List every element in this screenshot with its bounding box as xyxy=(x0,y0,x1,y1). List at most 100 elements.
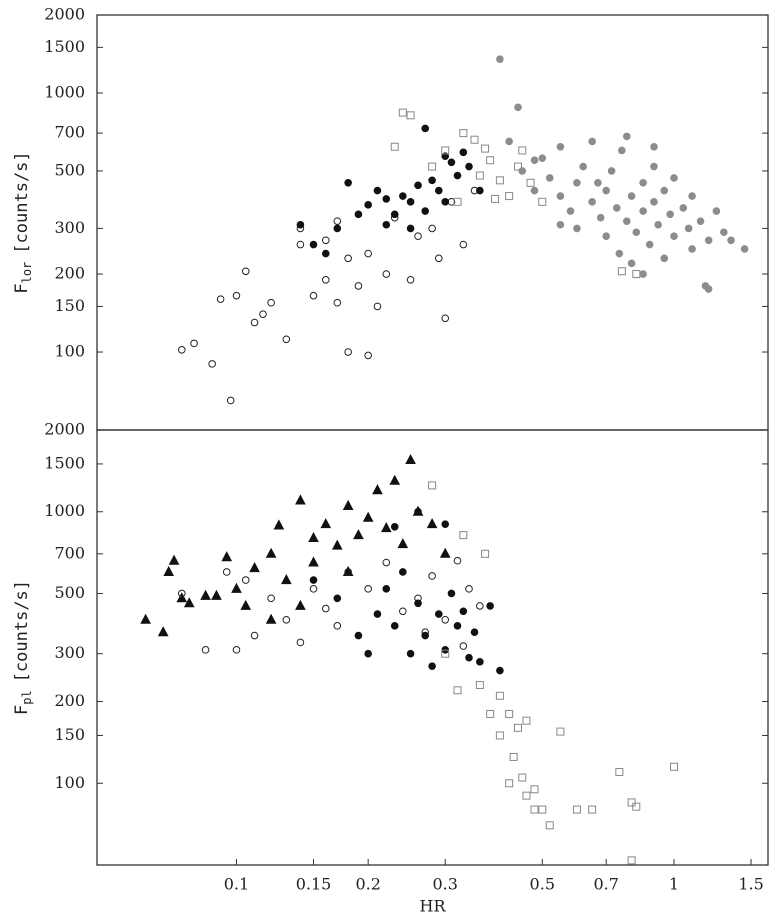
data-point xyxy=(538,154,547,163)
data-point xyxy=(465,653,473,662)
data-point xyxy=(495,691,504,700)
data-point xyxy=(282,335,291,344)
data-point xyxy=(622,217,631,225)
data-point xyxy=(406,276,415,284)
data-point xyxy=(627,259,636,268)
data-point xyxy=(200,589,211,600)
x-tick-label: 0.2 xyxy=(355,875,380,894)
data-point xyxy=(495,731,504,740)
y-axis-label-sub: lor xyxy=(20,262,34,284)
data-point xyxy=(684,224,693,233)
data-point xyxy=(406,198,415,206)
data-point xyxy=(399,568,407,576)
data-point xyxy=(364,249,372,258)
data-point xyxy=(566,207,575,215)
data-point xyxy=(486,156,495,165)
data-point xyxy=(505,779,514,788)
x-tick-label: 0.5 xyxy=(530,875,555,894)
data-point xyxy=(267,298,275,307)
y-tick-label: 2000 xyxy=(44,420,85,439)
data-point xyxy=(481,549,490,558)
data-point xyxy=(259,310,267,318)
data-point xyxy=(627,192,636,200)
data-point xyxy=(505,137,513,146)
data-point xyxy=(556,142,565,151)
y-tick-label: 300 xyxy=(54,643,85,662)
data-point xyxy=(513,723,522,732)
data-point xyxy=(513,162,522,171)
y-tick-label: 700 xyxy=(54,543,85,562)
data-point xyxy=(414,599,422,608)
data-point xyxy=(615,249,624,258)
y-tick-label: 300 xyxy=(54,218,85,237)
data-point xyxy=(414,507,422,516)
data-point xyxy=(280,574,292,585)
data-point xyxy=(240,599,252,610)
data-point xyxy=(588,198,596,206)
x-tick-label: 1 xyxy=(669,875,679,894)
data-point xyxy=(216,295,225,303)
data-point xyxy=(496,666,504,675)
data-point xyxy=(428,224,436,233)
data-point xyxy=(496,55,504,64)
data-point xyxy=(632,228,641,237)
x-tick-label: 1.5 xyxy=(738,875,763,894)
data-point xyxy=(459,531,468,540)
data-point xyxy=(639,270,647,278)
data-point xyxy=(250,318,259,327)
data-point xyxy=(459,240,468,249)
data-point xyxy=(382,220,391,229)
data-point xyxy=(399,192,407,200)
data-point xyxy=(579,162,587,171)
data-point xyxy=(380,522,392,533)
data-point xyxy=(295,599,306,610)
data-point xyxy=(666,210,674,219)
data-point xyxy=(688,192,696,200)
data-point xyxy=(670,174,678,182)
data-point xyxy=(406,649,415,658)
data-point xyxy=(538,197,547,206)
data-point xyxy=(514,103,522,112)
data-point xyxy=(654,220,662,229)
data-point xyxy=(308,531,319,543)
data-point xyxy=(406,111,415,120)
data-point xyxy=(727,236,735,245)
data-point xyxy=(650,142,658,151)
data-point xyxy=(398,108,407,117)
data-point xyxy=(282,615,291,624)
data-point xyxy=(428,481,437,490)
data-point xyxy=(321,249,330,258)
plot-frame xyxy=(96,14,769,431)
data-point xyxy=(241,267,250,276)
data-point xyxy=(333,594,342,603)
data-point xyxy=(397,538,409,549)
data-point xyxy=(573,179,581,187)
data-point xyxy=(470,628,479,637)
data-point xyxy=(373,186,382,195)
y-tick-label: 1000 xyxy=(44,501,85,520)
data-point xyxy=(309,576,318,584)
data-point xyxy=(486,602,494,610)
data-point xyxy=(157,626,169,637)
data-point xyxy=(441,520,450,528)
data-point xyxy=(222,568,231,576)
data-point xyxy=(421,124,430,133)
plot-area xyxy=(140,453,678,865)
data-point xyxy=(221,551,233,562)
data-point xyxy=(545,174,554,182)
data-point xyxy=(491,194,500,203)
data-point xyxy=(627,798,636,807)
data-point xyxy=(602,232,611,240)
data-point xyxy=(333,217,342,225)
y-tick-label: 100 xyxy=(54,342,85,361)
data-point xyxy=(333,298,342,307)
data-point xyxy=(518,773,527,782)
data-point xyxy=(530,785,539,794)
data-point xyxy=(509,752,518,761)
data-point xyxy=(627,856,636,865)
data-point xyxy=(465,585,473,593)
data-point xyxy=(639,179,647,187)
data-point xyxy=(362,511,374,522)
data-point xyxy=(321,276,330,284)
data-point xyxy=(183,597,195,608)
